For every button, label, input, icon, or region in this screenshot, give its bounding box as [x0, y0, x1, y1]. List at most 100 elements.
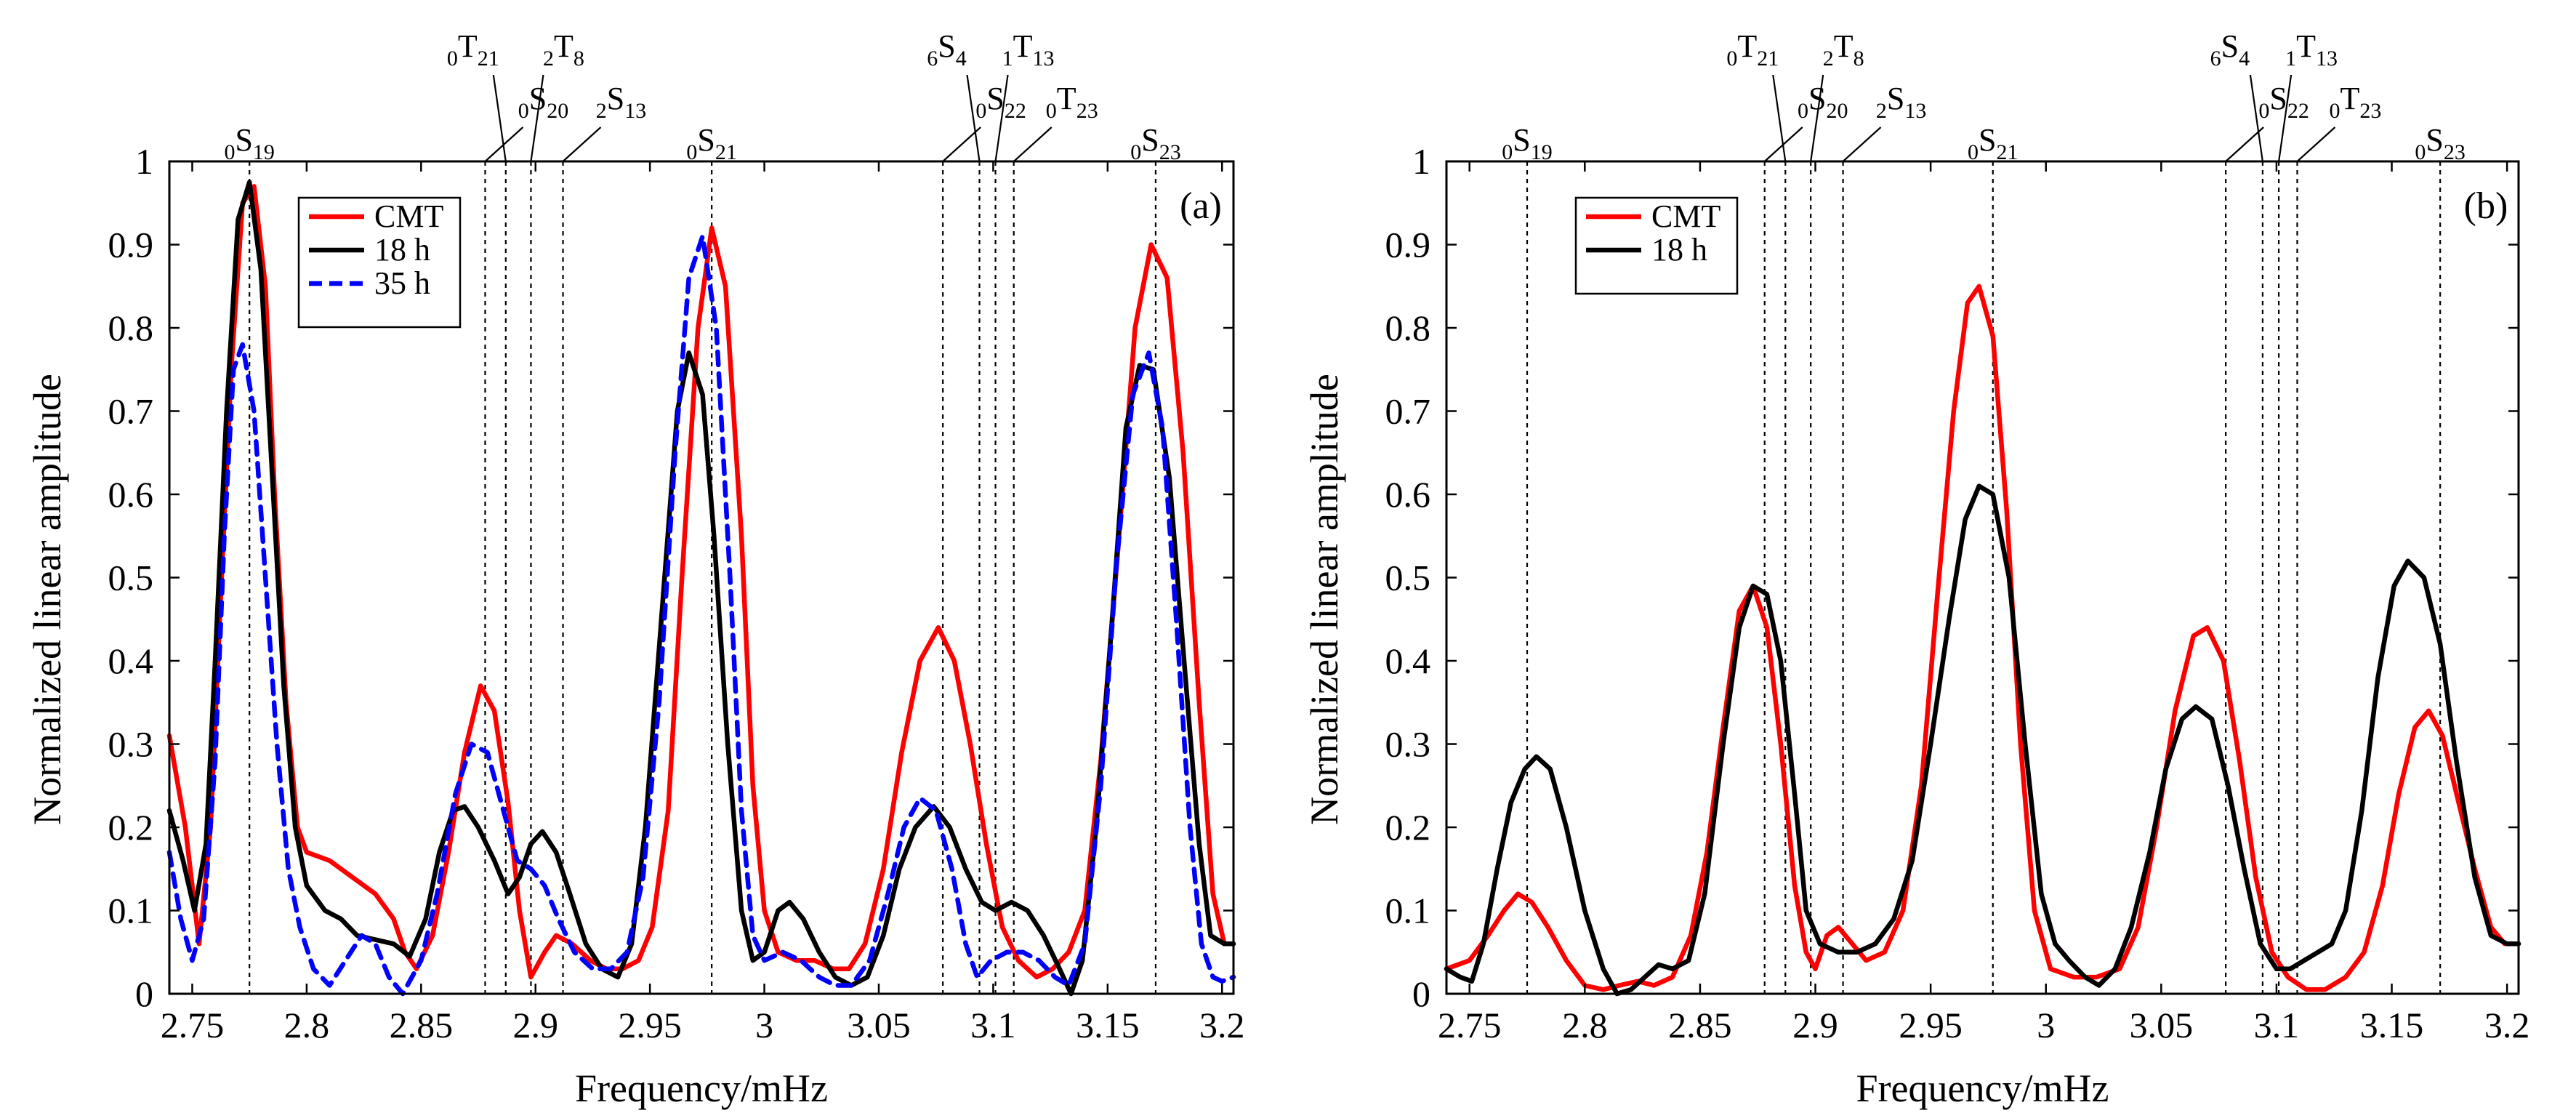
mode-label-prefix: 0 — [1130, 140, 1141, 164]
y-tick-label: 0.8 — [108, 308, 154, 348]
legend-entry: 35 h — [374, 265, 430, 301]
mode-label-prefix: 0 — [224, 140, 235, 164]
mode-label-index: 21 — [478, 47, 499, 71]
mode-label: 0S21 — [686, 122, 736, 164]
y-tick-label: 0.3 — [108, 724, 154, 765]
x-tick-label: 3.05 — [2130, 1005, 2194, 1045]
mode-label: 6S4 — [927, 28, 966, 71]
x-tick-label: 3.1 — [2254, 1005, 2300, 1045]
mode-label: 0S23 — [1130, 122, 1180, 164]
mode-label-letter: T — [554, 28, 573, 64]
mode-label-letter: S — [2426, 122, 2443, 158]
mode-label-prefix: 0 — [1968, 140, 1979, 164]
mode-label-leader — [2249, 74, 2263, 162]
mode-label-prefix: 6 — [927, 47, 938, 71]
y-tick-label: 0.7 — [1385, 391, 1431, 432]
x-tick-label: 3 — [755, 1005, 773, 1045]
x-tick-label: 3.1 — [970, 1005, 1016, 1045]
y-tick-label: 0.1 — [108, 891, 154, 931]
mode-label-index: 22 — [2287, 99, 2309, 123]
x-tick-label: 2.95 — [618, 1005, 682, 1045]
mode-label: 0S23 — [2415, 122, 2465, 164]
mode-label-leader — [1842, 126, 1882, 162]
x-tick-label: 2.8 — [1562, 1005, 1608, 1045]
mode-label-letter: T — [2340, 81, 2360, 116]
mode-label: 0T21 — [447, 28, 499, 71]
mode-label: 2T8 — [1823, 28, 1864, 71]
mode-label-leader — [942, 126, 981, 162]
y-tick-label: 1 — [135, 141, 153, 182]
mode-label: 0S19 — [1502, 122, 1552, 164]
x-tick-label: 3.2 — [1199, 1005, 1245, 1045]
mode-label-prefix: 0 — [2258, 99, 2269, 123]
y-tick-label: 0.1 — [1385, 891, 1431, 931]
mode-label: 0T21 — [1726, 28, 1779, 71]
mode-label: 6S4 — [2210, 28, 2250, 71]
x-tick-label: 3.05 — [847, 1005, 911, 1045]
legend-box — [1574, 196, 1739, 295]
x-tick-label: 3.2 — [2484, 1005, 2530, 1045]
mode-label: 0S22 — [2258, 81, 2309, 123]
mode-label: 0S22 — [975, 81, 1026, 123]
mode-label: 0T23 — [1046, 81, 1098, 123]
mode-label-index: 8 — [573, 47, 584, 71]
x-tick-label: 2.8 — [284, 1005, 330, 1045]
y-tick-label: 0.4 — [108, 640, 154, 681]
mode-label-prefix: 0 — [975, 99, 986, 123]
mode-label-index: 13 — [2316, 47, 2338, 71]
mode-label-index: 8 — [1853, 47, 1864, 71]
mode-label-prefix: 2 — [543, 47, 554, 71]
mode-label-index: 23 — [2359, 99, 2381, 123]
mode-label-letter: T — [2296, 28, 2316, 64]
mode-label-index: 23 — [1076, 99, 1098, 123]
mode-label-letter: T — [1013, 28, 1033, 64]
y-tick-label: 0.6 — [108, 474, 154, 515]
mode-label-letter: T — [1057, 81, 1076, 116]
series-line-cmt — [166, 184, 1236, 980]
mode-label-index: 13 — [624, 99, 646, 123]
y-tick-label: 0.2 — [108, 807, 154, 848]
mode-label-prefix: 0 — [1798, 99, 1808, 123]
y-tick-label: 0.4 — [1385, 640, 1431, 681]
mode-label-prefix: 0 — [518, 99, 529, 123]
mode-label-leader — [492, 74, 507, 162]
mode-label-letter: T — [1737, 28, 1757, 64]
x-tick-label: 2.75 — [1438, 1005, 1502, 1045]
y-tick-label: 0.6 — [1385, 474, 1431, 515]
x-tick-label: 2.75 — [161, 1005, 225, 1045]
mode-label-prefix: 2 — [596, 99, 607, 123]
panel-label: (b) — [2464, 185, 2508, 227]
series-line-35-h — [166, 233, 1236, 997]
mode-label-letter: S — [1887, 81, 1904, 116]
mode-label-letter: S — [2221, 28, 2239, 64]
mode-label-letter: S — [607, 81, 624, 116]
mode-label-leader — [562, 126, 602, 162]
mode-label: 0T23 — [2330, 81, 2382, 123]
mode-label-letter: S — [1141, 122, 1159, 158]
mode-label-letter: S — [2269, 81, 2287, 116]
x-axis-label: Frequency/mHz — [575, 1066, 828, 1110]
mode-label: 0S20 — [518, 81, 568, 123]
mode-label-prefix: 1 — [2285, 47, 2296, 71]
y-axis-label: Normalized linear amplitude — [1303, 374, 1346, 825]
mode-label-leader — [1772, 74, 1787, 162]
panel-label: (a) — [1180, 185, 1222, 227]
mode-label-leader — [966, 74, 981, 162]
mode-label-letter: S — [986, 81, 1004, 116]
x-tick-label: 2.9 — [512, 1005, 558, 1045]
y-tick-label: 0.5 — [1385, 558, 1431, 598]
legend-entry: CMT — [1651, 198, 1720, 234]
y-tick-label: 0.9 — [1385, 225, 1431, 265]
x-tick-label: 2.95 — [1899, 1005, 1963, 1045]
mode-label-prefix: 1 — [1002, 47, 1013, 71]
mode-label-index: 13 — [1033, 47, 1055, 71]
mode-label-leader — [994, 74, 1009, 162]
mode-label-letter: T — [458, 28, 478, 64]
mode-label-letter: T — [1834, 28, 1853, 64]
mode-label-prefix: 0 — [2330, 99, 2340, 123]
